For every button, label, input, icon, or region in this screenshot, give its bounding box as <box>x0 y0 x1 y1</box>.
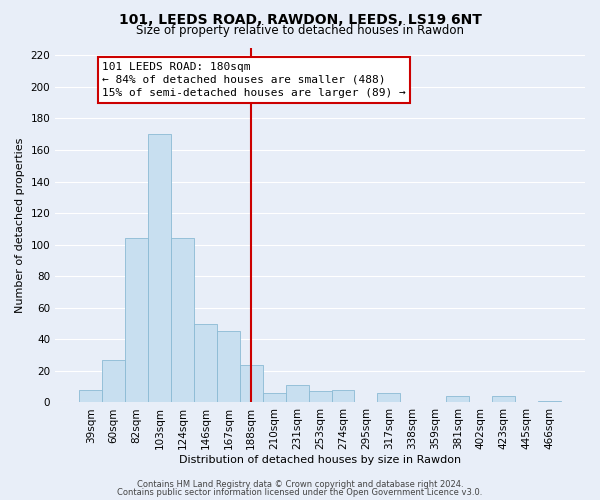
Text: 101, LEEDS ROAD, RAWDON, LEEDS, LS19 6NT: 101, LEEDS ROAD, RAWDON, LEEDS, LS19 6NT <box>119 12 481 26</box>
Bar <box>286 385 308 402</box>
Bar <box>538 401 561 402</box>
Bar <box>194 324 217 402</box>
Bar <box>446 396 469 402</box>
Text: Size of property relative to detached houses in Rawdon: Size of property relative to detached ho… <box>136 24 464 37</box>
Bar <box>240 364 263 403</box>
X-axis label: Distribution of detached houses by size in Rawdon: Distribution of detached houses by size … <box>179 455 461 465</box>
Bar <box>171 238 194 402</box>
Bar <box>332 390 355 402</box>
Bar <box>102 360 125 403</box>
Bar <box>377 393 400 402</box>
Bar <box>492 396 515 402</box>
Bar <box>79 390 102 402</box>
Text: 101 LEEDS ROAD: 180sqm
← 84% of detached houses are smaller (488)
15% of semi-de: 101 LEEDS ROAD: 180sqm ← 84% of detached… <box>102 62 406 98</box>
Text: Contains HM Land Registry data © Crown copyright and database right 2024.: Contains HM Land Registry data © Crown c… <box>137 480 463 489</box>
Bar <box>263 393 286 402</box>
Bar <box>217 332 240 402</box>
Bar <box>148 134 171 402</box>
Bar <box>125 238 148 402</box>
Bar <box>308 392 332 402</box>
Y-axis label: Number of detached properties: Number of detached properties <box>15 138 25 312</box>
Text: Contains public sector information licensed under the Open Government Licence v3: Contains public sector information licen… <box>118 488 482 497</box>
